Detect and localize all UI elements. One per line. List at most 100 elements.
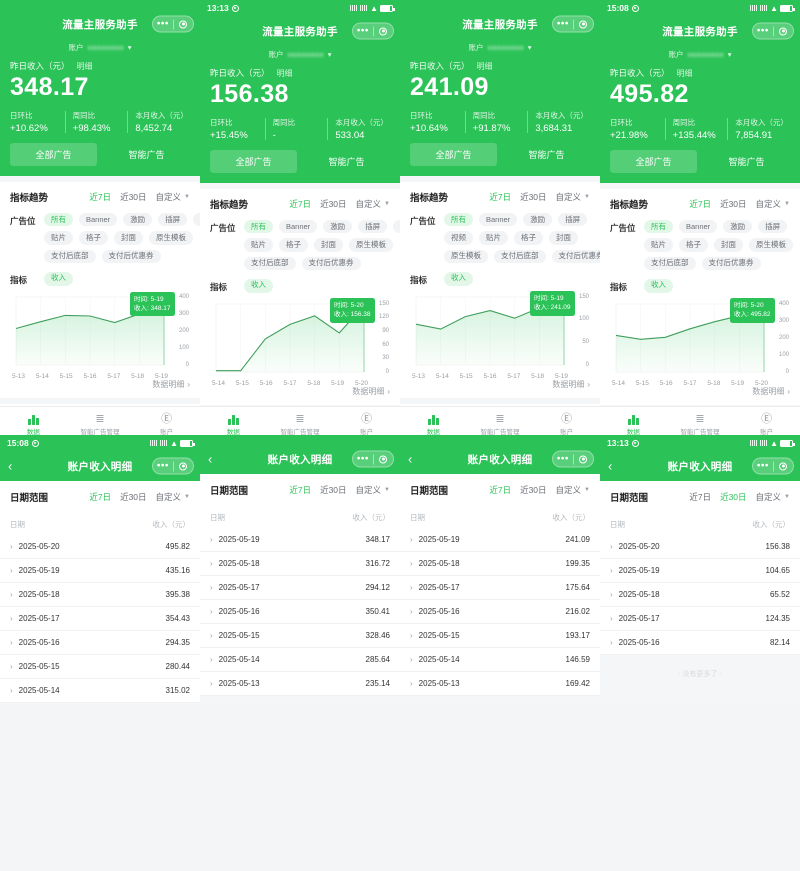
ad-slot-chip[interactable]: 贴片 [644,238,673,252]
more-icon[interactable]: ••• [356,25,369,36]
tab-item-智能广告管理[interactable]: ≣ 智能广告管理 [467,411,534,437]
ad-slot-chip[interactable]: 所有 [444,213,473,227]
range-tab-custom[interactable]: 自定义 [755,492,782,502]
ad-slot-chip[interactable]: 原生模板 [444,249,488,263]
table-row[interactable]: › 2025-05-18 199.35 [400,552,600,576]
chevron-down-icon[interactable]: ▼ [584,194,590,200]
more-icon[interactable]: ••• [156,460,169,471]
tab-item-智能广告管理[interactable]: ≣ 智能广告管理 [267,411,334,437]
wechat-capsule[interactable]: ••• [152,457,194,475]
range-tab-近30日[interactable]: 近30日 [520,485,547,495]
range-tab-近7日[interactable]: 近7日 [289,199,312,209]
ad-slot-chip[interactable]: 封面 [549,231,578,245]
tab-item-智能广告管理[interactable]: ≣ 智能广告管理 [667,411,734,437]
table-row[interactable]: › 2025-05-13 235.14 [200,672,400,696]
tab-item-账户[interactable]: Ⓔ 账户 [133,411,200,436]
ad-slot-chip[interactable]: 原生模板 [349,238,393,252]
smart-ads-button[interactable]: 智能广告 [128,150,165,160]
chevron-down-icon[interactable]: ▼ [784,201,790,207]
range-tab-近7日[interactable]: 近7日 [489,192,512,202]
range-tab-近30日[interactable]: 近30日 [320,199,347,209]
table-row[interactable]: › 2025-05-17 175.64 [400,576,600,600]
ad-slot-chip[interactable]: 支付后优惠券 [101,249,161,263]
more-icon[interactable]: ••• [556,453,569,464]
table-row[interactable]: › 2025-05-16 216.02 [400,600,600,624]
all-ads-button[interactable]: 全部广告 [10,143,97,166]
account-switcher[interactable]: 账户 ●●●●●●●● ▾ [610,49,790,60]
smart-ads-button[interactable]: 智能广告 [528,150,565,160]
range-tab-custom[interactable]: 自定义 [355,199,382,209]
ad-slot-chip[interactable]: 所有 [244,220,273,234]
table-row[interactable]: › 2025-05-15 193.17 [400,624,600,648]
wechat-capsule[interactable]: ••• [352,450,394,468]
ad-slot-chip[interactable]: 支付后优惠券 [301,256,361,270]
table-row[interactable]: › 2025-05-18 316.72 [200,552,400,576]
range-tab-近30日[interactable]: 近30日 [120,492,147,502]
tab-item-数据[interactable]: 数据 [200,411,267,436]
table-row[interactable]: › 2025-05-16 294.35 [0,631,200,655]
range-tab-近30日[interactable]: 近30日 [720,492,747,502]
table-row[interactable]: › 2025-05-14 315.02 [0,679,200,703]
ad-slot-chip[interactable]: 插屏 [158,213,188,227]
range-tab-custom[interactable]: 自定义 [555,192,582,202]
more-icon[interactable]: ••• [156,18,169,29]
more-icon[interactable]: ••• [756,25,769,36]
range-tab-近7日[interactable]: 近7日 [689,492,712,502]
chevron-down-icon[interactable]: ▼ [384,201,390,207]
wechat-capsule[interactable]: ••• [352,22,394,40]
tab-item-数据[interactable]: 数据 [600,411,667,436]
metric-chip-income[interactable]: 收入 [644,278,673,293]
data-detail-link[interactable]: 数据明细 › [210,378,390,399]
ad-slot-chip[interactable]: 支付后优惠券 [551,249,600,263]
table-row[interactable]: › 2025-05-14 285.64 [200,648,400,672]
close-target-icon[interactable] [773,462,793,470]
close-target-icon[interactable] [573,20,593,28]
ad-slot-chip[interactable]: 支付后底部 [494,249,546,263]
chevron-down-icon[interactable]: ▼ [784,494,790,500]
table-row[interactable]: › 2025-05-19 435.16 [0,559,200,583]
close-target-icon[interactable] [373,27,393,35]
wechat-capsule[interactable]: ••• [752,22,794,40]
range-tab-近7日[interactable]: 近7日 [89,492,112,502]
ad-slot-chip[interactable]: 格子 [514,231,543,245]
ad-slot-chip[interactable]: 激励 [123,213,153,227]
range-tab-custom[interactable]: 自定义 [755,199,782,209]
data-detail-link[interactable]: 数据明细 › [610,378,790,399]
table-row[interactable]: › 2025-05-18 395.38 [0,583,200,607]
ad-slot-chip[interactable]: 原生模板 [749,238,793,252]
all-ads-button[interactable]: 全部广告 [410,143,497,166]
back-button[interactable]: ‹ [408,451,413,467]
account-switcher[interactable]: 账户 ●●●●●●●● ▾ [410,42,590,53]
ad-slot-chip[interactable]: 插屏 [358,220,388,234]
table-row[interactable]: › 2025-05-15 280.44 [0,655,200,679]
metric-chip-income[interactable]: 收入 [44,271,73,286]
table-row[interactable]: › 2025-05-19 348.17 [200,528,400,552]
ad-slot-chip[interactable]: 支付后优惠券 [701,256,761,270]
table-row[interactable]: › 2025-05-13 169.42 [400,672,600,696]
income-detail-link[interactable]: 明细 [676,69,693,78]
ad-slot-chip[interactable]: 贴片 [44,231,73,245]
chevron-down-icon[interactable]: ▼ [384,487,390,493]
range-tab-近30日[interactable]: 近30日 [520,192,547,202]
income-detail-link[interactable]: 明细 [76,62,93,71]
ad-slot-chip[interactable]: 格子 [79,231,108,245]
ad-slot-chip[interactable]: 封面 [314,238,343,252]
close-target-icon[interactable] [173,20,193,28]
back-button[interactable]: ‹ [608,458,613,474]
table-row[interactable]: › 2025-05-18 65.52 [600,583,800,607]
account-switcher[interactable]: 账户 ●●●●●●●● ▾ [10,42,190,53]
close-target-icon[interactable] [373,455,393,463]
ad-slot-chip[interactable]: 支付后底部 [244,256,296,270]
data-detail-link[interactable]: 数据明细 › [410,371,590,392]
ad-slot-chip[interactable]: 视频 [393,220,400,234]
ad-slot-chip[interactable]: 所有 [44,213,73,227]
ad-slot-chip[interactable]: 视频 [444,231,473,245]
ad-slot-chip[interactable]: 支付后底部 [44,249,96,263]
range-tab-近7日[interactable]: 近7日 [689,199,712,209]
tab-item-账户[interactable]: Ⓔ 账户 [333,411,400,436]
ad-slot-chip[interactable]: 激励 [523,213,553,227]
range-tab-custom[interactable]: 自定义 [155,192,182,202]
ad-slot-chip[interactable]: 激励 [323,220,353,234]
ad-slot-chip[interactable]: 格子 [279,238,308,252]
ad-slot-chip[interactable]: Banner [79,213,118,227]
